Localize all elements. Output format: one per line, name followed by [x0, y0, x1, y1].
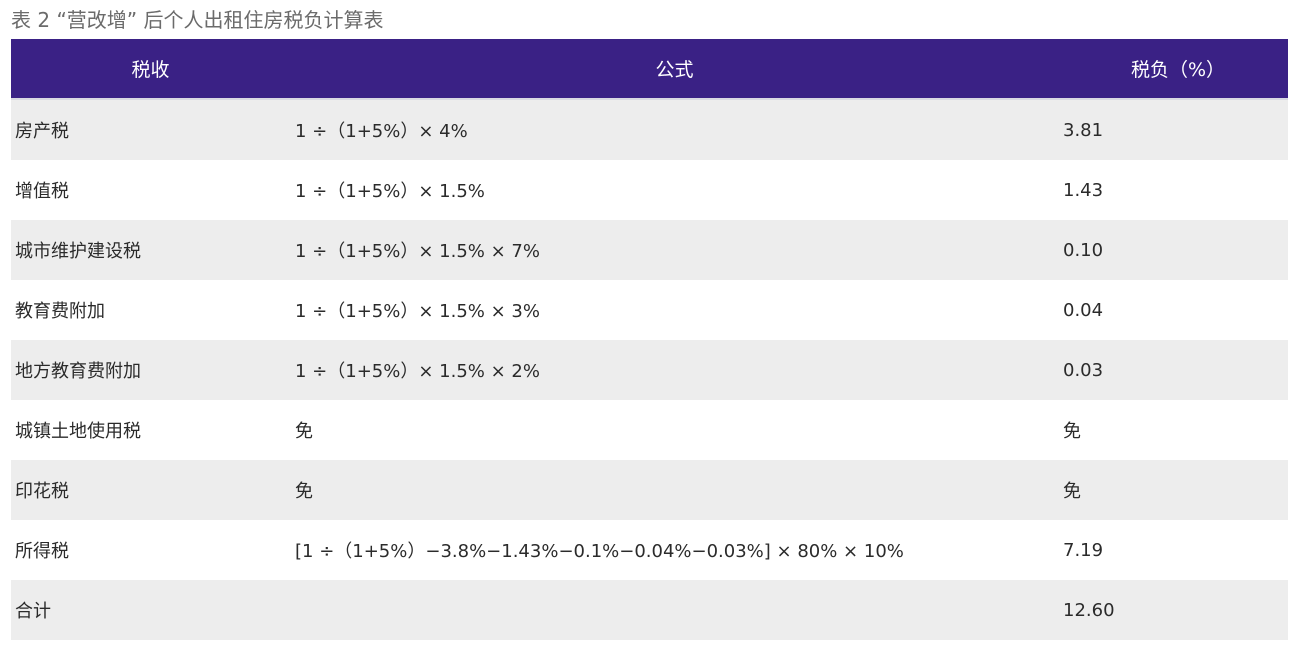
- column-header-tax: 税收: [11, 39, 290, 100]
- formula-cell: [1 ÷（1+5%）−3.8%−1.43%−0.1%−0.04%−0.03%] …: [290, 520, 1059, 580]
- formula-cell: 1 ÷（1+5%）× 1.5% × 2%: [290, 340, 1059, 400]
- formula-cell: 1 ÷（1+5%）× 1.5% × 7%: [290, 220, 1059, 280]
- table-caption: 表 2 “营改增” 后个人出租住房税负计算表: [11, 8, 384, 32]
- formula-cell: [290, 580, 1059, 640]
- table-header-row: 税收 公式 税负（%）: [11, 39, 1288, 100]
- tax-name-cell: 教育费附加: [11, 280, 290, 340]
- burden-cell: 免: [1059, 400, 1288, 460]
- tax-name-cell: 城镇土地使用税: [11, 400, 290, 460]
- table-row: 印花税 免 免: [11, 460, 1288, 520]
- table-row: 房产税 1 ÷（1+5%）× 4% 3.81: [11, 99, 1288, 160]
- formula-cell: 1 ÷（1+5%）× 1.5% × 3%: [290, 280, 1059, 340]
- burden-cell: 0.04: [1059, 280, 1288, 340]
- burden-cell: 3.81: [1059, 99, 1288, 160]
- burden-cell: 免: [1059, 460, 1288, 520]
- formula-cell: 1 ÷（1+5%）× 4%: [290, 99, 1059, 160]
- burden-cell: 7.19: [1059, 520, 1288, 580]
- table-row: 城镇土地使用税 免 免: [11, 400, 1288, 460]
- formula-cell: 免: [290, 400, 1059, 460]
- table-row-total: 合计 12.60: [11, 580, 1288, 640]
- table-row: 地方教育费附加 1 ÷（1+5%）× 1.5% × 2% 0.03: [11, 340, 1288, 400]
- tax-burden-table: 税收 公式 税负（%） 房产税 1 ÷（1+5%）× 4% 3.81 增值税 1…: [11, 39, 1288, 640]
- formula-cell: 免: [290, 460, 1059, 520]
- total-burden-cell: 12.60: [1059, 580, 1288, 640]
- table-row: 所得税 [1 ÷（1+5%）−3.8%−1.43%−0.1%−0.04%−0.0…: [11, 520, 1288, 580]
- tax-name-cell: 增值税: [11, 160, 290, 220]
- tax-name-cell: 印花税: [11, 460, 290, 520]
- formula-cell: 1 ÷（1+5%）× 1.5%: [290, 160, 1059, 220]
- burden-cell: 1.43: [1059, 160, 1288, 220]
- column-header-burden: 税负（%）: [1059, 39, 1288, 100]
- total-label-cell: 合计: [11, 580, 290, 640]
- tax-name-cell: 所得税: [11, 520, 290, 580]
- table-row: 教育费附加 1 ÷（1+5%）× 1.5% × 3% 0.04: [11, 280, 1288, 340]
- tax-name-cell: 房产税: [11, 99, 290, 160]
- tax-name-cell: 城市维护建设税: [11, 220, 290, 280]
- column-header-formula: 公式: [290, 39, 1059, 100]
- burden-cell: 0.10: [1059, 220, 1288, 280]
- tax-name-cell: 地方教育费附加: [11, 340, 290, 400]
- table-row: 增值税 1 ÷（1+5%）× 1.5% 1.43: [11, 160, 1288, 220]
- table-row: 城市维护建设税 1 ÷（1+5%）× 1.5% × 7% 0.10: [11, 220, 1288, 280]
- burden-cell: 0.03: [1059, 340, 1288, 400]
